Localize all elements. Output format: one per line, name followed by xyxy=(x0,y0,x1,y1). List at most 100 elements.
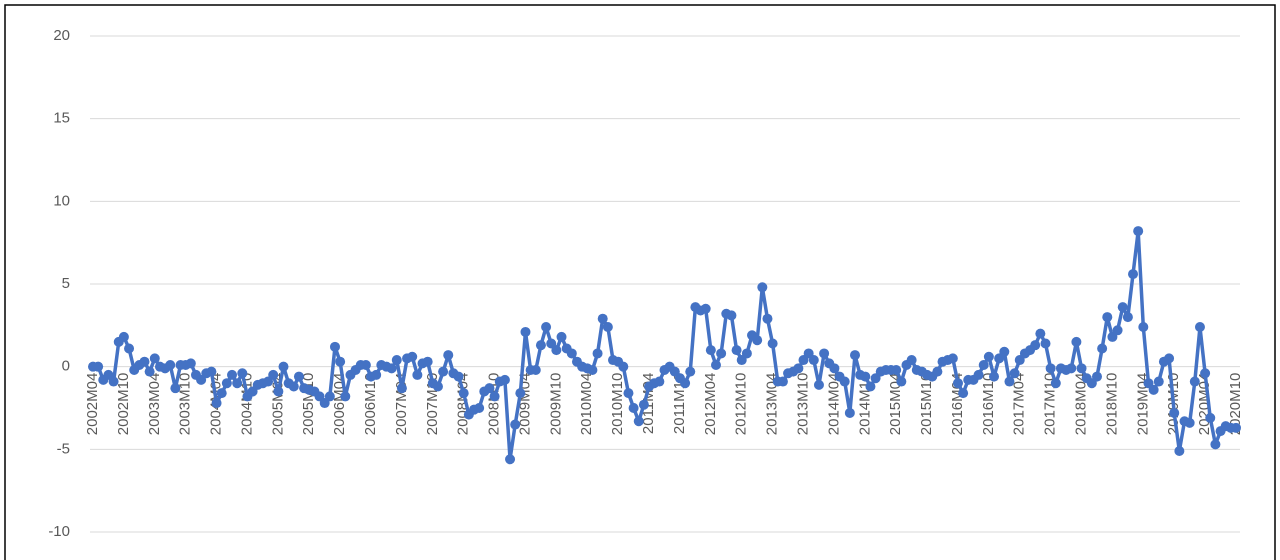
data-point xyxy=(860,371,871,382)
x-tick-label: 2015M10 xyxy=(918,373,935,436)
data-point xyxy=(108,376,119,387)
x-tick-label: 2003M10 xyxy=(177,373,194,436)
x-tick-label: 2017M04 xyxy=(1011,373,1028,436)
data-point xyxy=(829,363,840,374)
data-point xyxy=(1097,343,1108,354)
y-tick-label: 15 xyxy=(53,110,70,127)
data-point xyxy=(1169,407,1180,418)
data-point xyxy=(1030,340,1041,351)
data-point xyxy=(1133,226,1144,237)
data-point xyxy=(978,360,989,371)
data-point xyxy=(458,388,469,399)
data-point xyxy=(793,363,804,374)
x-tick-label: 2016M10 xyxy=(980,373,997,436)
data-point xyxy=(700,303,711,314)
data-point xyxy=(432,381,443,392)
x-tick-label: 2019M04 xyxy=(1134,373,1151,436)
data-point xyxy=(865,381,876,392)
data-point xyxy=(1091,371,1102,382)
data-point xyxy=(211,398,222,409)
data-point xyxy=(360,360,371,371)
data-point xyxy=(149,353,160,364)
data-point xyxy=(654,376,665,387)
data-point xyxy=(232,378,243,389)
x-tick-label: 2017M10 xyxy=(1042,373,1059,436)
data-point xyxy=(335,356,346,367)
data-point xyxy=(716,348,727,359)
data-point xyxy=(1231,422,1241,433)
data-point xyxy=(340,391,351,402)
data-point xyxy=(906,355,917,366)
data-point xyxy=(1035,328,1046,339)
x-tick-label: 2002M04 xyxy=(84,373,101,436)
data-point xyxy=(520,326,531,337)
x-tick-label: 2012M04 xyxy=(702,373,719,436)
x-tick-label: 2018M04 xyxy=(1073,373,1090,436)
data-point xyxy=(237,368,248,379)
data-point xyxy=(1148,384,1159,395)
data-point xyxy=(680,378,691,389)
x-tick-label: 2014M04 xyxy=(825,373,842,436)
data-point xyxy=(293,371,304,382)
data-point xyxy=(510,419,521,430)
y-tick-label: -5 xyxy=(57,440,70,457)
data-point xyxy=(391,355,402,366)
data-point xyxy=(685,366,696,377)
data-point xyxy=(1174,445,1185,456)
data-point xyxy=(371,369,382,380)
data-point xyxy=(989,371,1000,382)
data-point xyxy=(1112,325,1123,336)
chart-frame xyxy=(4,4,1276,560)
x-tick-label: 2015M04 xyxy=(887,373,904,436)
x-tick-label: 2013M04 xyxy=(764,373,781,436)
data-point xyxy=(1153,376,1164,387)
data-point xyxy=(1045,363,1056,374)
data-point xyxy=(710,360,721,371)
x-tick-label: 2018M10 xyxy=(1103,373,1120,436)
data-point xyxy=(973,369,984,380)
data-point xyxy=(891,364,902,375)
data-point xyxy=(124,343,135,354)
data-point xyxy=(185,358,196,369)
data-point xyxy=(1040,338,1051,349)
data-point xyxy=(535,340,546,351)
data-point xyxy=(777,376,788,387)
data-point xyxy=(566,348,577,359)
data-point xyxy=(767,338,778,349)
data-point xyxy=(1138,321,1149,332)
data-point xyxy=(752,335,763,346)
data-point xyxy=(762,313,773,324)
data-point xyxy=(813,379,824,390)
y-tick-label: -10 xyxy=(48,523,70,540)
x-tick-label: 2010M10 xyxy=(609,373,626,436)
data-point xyxy=(324,391,335,402)
data-point xyxy=(952,378,963,389)
data-point xyxy=(999,346,1010,357)
data-point xyxy=(396,383,407,394)
data-point xyxy=(1050,378,1061,389)
data-point xyxy=(896,376,907,387)
data-point xyxy=(556,331,567,342)
data-point xyxy=(1194,321,1205,332)
data-point xyxy=(422,356,433,367)
y-tick-label: 10 xyxy=(53,192,70,209)
data-point xyxy=(443,350,454,361)
data-point xyxy=(592,348,603,359)
x-tick-label: 2008M04 xyxy=(455,373,472,436)
data-point xyxy=(819,348,830,359)
data-point xyxy=(288,381,299,392)
data-point xyxy=(757,282,768,293)
data-point xyxy=(407,351,418,362)
data-point xyxy=(602,321,613,332)
data-point xyxy=(958,388,969,399)
x-tick-label: 2012M10 xyxy=(733,373,750,436)
data-point xyxy=(144,366,155,377)
data-line xyxy=(93,229,1236,461)
data-point xyxy=(484,383,495,394)
data-point xyxy=(278,361,289,372)
data-point xyxy=(628,403,639,413)
data-point xyxy=(386,363,397,374)
data-point xyxy=(329,341,340,352)
data-point xyxy=(638,399,649,410)
